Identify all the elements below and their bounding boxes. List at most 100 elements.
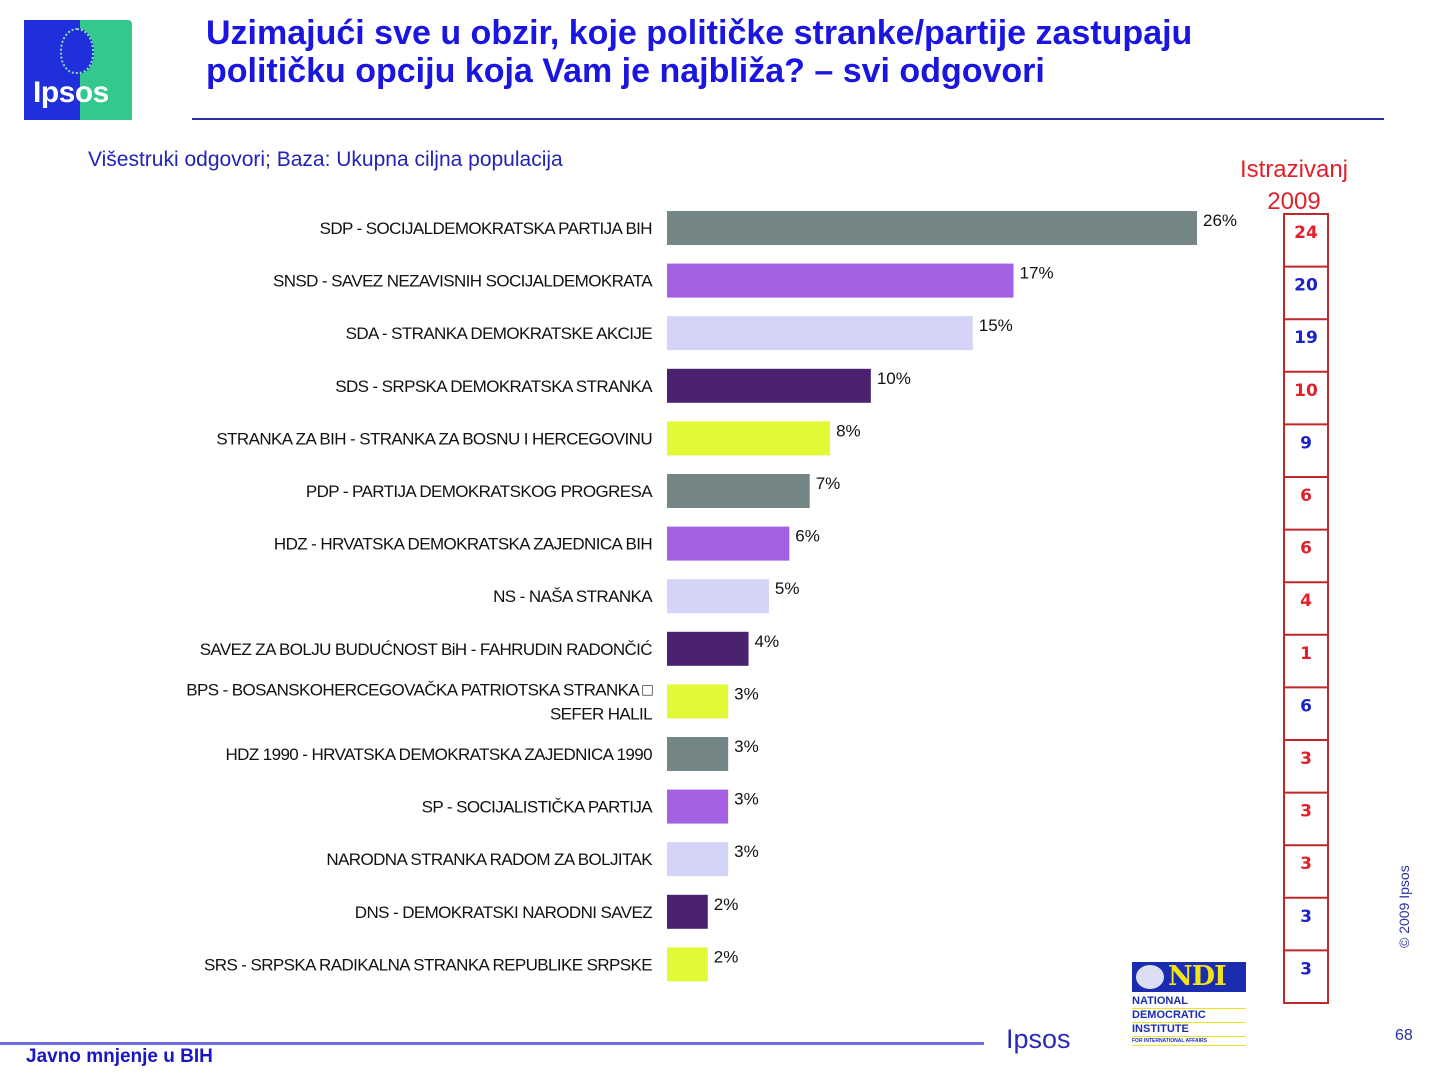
- title-divider: [192, 118, 1384, 120]
- bar: [667, 421, 831, 456]
- page-number: 68: [1395, 1027, 1413, 1044]
- category-label: PDP - PARTIJA DEMOKRATSKOG PROGRESA: [306, 482, 653, 501]
- category-label-line: SNSD - SAVEZ NEZAVISNIH SOCIJALDEMOKRATA: [273, 272, 653, 291]
- bar: [667, 368, 871, 403]
- bar: [667, 263, 1014, 298]
- comparison-value: 4: [1300, 591, 1312, 611]
- data-label: 2%: [714, 895, 739, 914]
- category-label: SRS - SRPSKA RADIKALNA STRANKA REPUBLIKE…: [204, 955, 652, 974]
- data-label: 5%: [775, 579, 800, 598]
- footer-label: Javno mnjenje u BIH: [26, 1046, 213, 1067]
- chart-subtitle: Višestruki odgovori; Baza: Ukupna ciljna…: [88, 148, 563, 171]
- title-line-1: Uzimajući sve u obzir, koje političke st…: [206, 14, 1193, 52]
- comparison-box: [1283, 213, 1329, 1004]
- data-label: 10%: [877, 369, 911, 388]
- category-label-line: SP - SOCIJALISTIČKA PARTIJA: [422, 798, 654, 817]
- data-label: 3%: [734, 737, 759, 756]
- bar: [667, 211, 1197, 245]
- comparison-heading-line-2: 2009: [1267, 188, 1321, 215]
- comparison-value: 6: [1300, 486, 1312, 506]
- category-label-line: SEFER HALIL: [550, 704, 652, 723]
- bar: [667, 894, 708, 929]
- data-label: 8%: [836, 421, 861, 440]
- category-label-line: NS - NAŠA STRANKA: [493, 587, 653, 606]
- bar: [667, 474, 810, 508]
- ndi-logo: NDI NATIONAL DEMOCRATIC INSTITUTE FOR IN…: [1132, 961, 1248, 1046]
- data-label: 26%: [1203, 211, 1237, 230]
- bar: [667, 684, 729, 719]
- comparison-value: 10: [1294, 381, 1318, 401]
- data-label: 17%: [1020, 264, 1054, 283]
- data-label: 4%: [755, 632, 780, 651]
- category-label: BPS - BOSANSKOHERCEGOVAČKA PATRIOTSKA ST…: [186, 680, 652, 723]
- ndi-line-2: DEMOCRATIC: [1132, 1009, 1246, 1023]
- category-label: SDS - SRPSKA DEMOKRATSKA STRANKA: [335, 377, 653, 396]
- comparison-value: 3: [1300, 907, 1312, 927]
- category-label-line: HDZ 1990 - HRVATSKA DEMOKRATSKA ZAJEDNIC…: [225, 745, 652, 764]
- category-label-line: SDS - SRPSKA DEMOKRATSKA STRANKA: [335, 377, 653, 396]
- ndi-line-4: FOR INTERNATIONAL AFFAIRS: [1132, 1037, 1246, 1046]
- category-label: SDP - SOCIJALDEMOKRATSKA PARTIJA BIH: [320, 219, 652, 238]
- category-label: SDA - STRANKA DEMOKRATSKE AKCIJE: [346, 324, 653, 343]
- title-line-2: političku opciju koja Vam je najbliža? –…: [206, 52, 1045, 90]
- comparison-value: 19: [1294, 328, 1318, 348]
- bar: [667, 737, 729, 771]
- bar: [667, 579, 769, 614]
- ndi-line-1: NATIONAL: [1132, 995, 1246, 1009]
- data-label: 7%: [816, 474, 841, 493]
- bar: [667, 789, 729, 824]
- page-title: Uzimajući sve u obzir, koje političke st…: [206, 14, 1426, 90]
- ipsos-logo: Ipsos: [24, 20, 132, 120]
- footer-divider: [0, 1042, 984, 1045]
- comparison-heading-line-1: Istrazivanj: [1239, 156, 1349, 183]
- comparison-value: 20: [1294, 276, 1318, 296]
- category-label: STRANKA ZA BIH - STRANKA ZA BOSNU I HERC…: [216, 429, 652, 448]
- category-label-line: SAVEZ ZA BOLJU BUDUĆNOST BiH - FAHRUDIN …: [200, 640, 653, 659]
- category-label-line: STRANKA ZA BIH - STRANKA ZA BOSNU I HERC…: [216, 429, 652, 448]
- logo-head-icon: [60, 28, 94, 74]
- bar: [667, 631, 749, 666]
- comparison-value: 3: [1300, 854, 1312, 874]
- data-label: 2%: [714, 947, 739, 966]
- category-label: NARODNA STRANKA RADOM ZA BOLJITAK: [326, 850, 653, 869]
- ndi-line-3: INSTITUTE: [1132, 1023, 1246, 1037]
- category-label-line: BPS - BOSANSKOHERCEGOVAČKA PATRIOTSKA ST…: [186, 680, 652, 699]
- comparison-value: 6: [1300, 539, 1312, 559]
- data-label: 15%: [979, 316, 1013, 335]
- category-label: SP - SOCIJALISTIČKA PARTIJA: [422, 798, 654, 817]
- ndi-name: NATIONAL DEMOCRATIC INSTITUTE FOR INTERN…: [1132, 995, 1246, 1046]
- ndi-mark: NDI: [1168, 961, 1227, 992]
- category-label-line: SDP - SOCIJALDEMOKRATSKA PARTIJA BIH: [320, 219, 652, 238]
- category-label: HDZ - HRVATSKA DEMOKRATSKA ZAJEDNICA BIH: [274, 535, 652, 554]
- category-label: DNS - DEMOKRATSKI NARODNI SAVEZ: [355, 903, 652, 922]
- comparison-value: 3: [1300, 749, 1312, 769]
- comparison-value: 6: [1300, 696, 1312, 716]
- category-label-line: PDP - PARTIJA DEMOKRATSKOG PROGRESA: [306, 482, 653, 501]
- category-label: HDZ 1990 - HRVATSKA DEMOKRATSKA ZAJEDNIC…: [225, 745, 652, 764]
- bar: [667, 842, 729, 877]
- data-label: 3%: [734, 790, 759, 809]
- category-label-line: SDA - STRANKA DEMOKRATSKE AKCIJE: [346, 324, 653, 343]
- category-label: NS - NAŠA STRANKA: [493, 587, 653, 606]
- comparison-value: 3: [1300, 959, 1312, 979]
- copyright-text: © 2009 Ipsos: [1396, 865, 1412, 948]
- category-label-line: NARODNA STRANKA RADOM ZA BOLJITAK: [326, 850, 653, 869]
- globe-icon: [1136, 965, 1164, 989]
- category-label: SNSD - SAVEZ NEZAVISNIH SOCIJALDEMOKRATA: [273, 272, 653, 291]
- data-label: 3%: [734, 842, 759, 861]
- bar: [667, 316, 973, 351]
- category-label: SAVEZ ZA BOLJU BUDUĆNOST BiH - FAHRUDIN …: [200, 640, 653, 659]
- bar: [667, 947, 708, 982]
- comparison-value: 9: [1300, 433, 1312, 453]
- footer-brand: Ipsos: [1006, 1024, 1071, 1054]
- comparison-value: 3: [1300, 802, 1312, 822]
- comparison-value: 24: [1294, 223, 1318, 243]
- category-label-line: SRS - SRPSKA RADIKALNA STRANKA REPUBLIKE…: [204, 955, 652, 974]
- data-label: 3%: [734, 684, 759, 703]
- bar: [667, 526, 790, 561]
- data-label: 6%: [795, 527, 820, 546]
- category-label-line: HDZ - HRVATSKA DEMOKRATSKA ZAJEDNICA BIH: [274, 535, 652, 554]
- category-label-line: DNS - DEMOKRATSKI NARODNI SAVEZ: [355, 903, 652, 922]
- comparison-heading: Istrazivanj 2009: [1236, 154, 1352, 218]
